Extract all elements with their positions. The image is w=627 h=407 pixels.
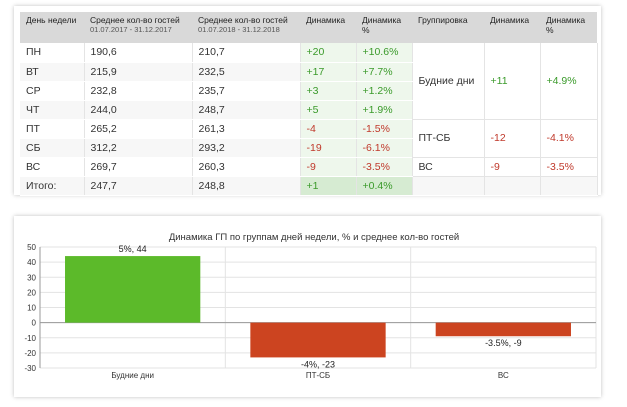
bar (65, 256, 201, 323)
cell-avg-2018: 293,2 (192, 138, 301, 158)
table-row: СР 232,8 235,7 +3 +1.2% (20, 81, 597, 101)
cell-avg-2017: 269,7 (84, 157, 193, 177)
cell-total-empty (412, 176, 485, 196)
cell-avg-2018: 260,3 (192, 157, 301, 177)
bar-chart: Динамика ГП по группам дней недели, % и … (24, 232, 597, 380)
chart-title: Динамика ГП по группам дней недели, % и … (169, 232, 459, 243)
data-label: -4%, -23 (301, 359, 335, 369)
header-dynamics-pct: Динамика % (356, 12, 412, 43)
header-grouping: Группировка (412, 12, 484, 43)
cell-day: ЧТ (20, 100, 85, 120)
cell-group-dynamics: -12 (484, 119, 541, 158)
cell-total-label: Итого: (20, 176, 85, 196)
cell-avg-2018: 248,7 (192, 100, 301, 120)
cell-group-dynamics: -9 (484, 157, 541, 177)
cell-dynamics: -9 (300, 157, 357, 177)
table-row: ПТ 265,2 261,3 -4 -1.5% ПТ-СБ -12 -4.1% (20, 119, 598, 158)
header-avg-2018: Среднее кол-во гостей 01.07.2018 - 31.12.… (192, 12, 300, 43)
cell-total-dynamics-pct: +0.4% (356, 176, 413, 196)
cell-group-name: ВС (412, 157, 485, 177)
cell-total-empty (484, 176, 541, 196)
table-header-row: День недели Среднее кол-во гостей 01.07.2… (20, 12, 597, 43)
cell-avg-2017: 244,0 (84, 100, 193, 120)
stats-table-panel: День недели Среднее кол-во гостей 01.07.2… (14, 6, 601, 196)
cell-total-avg-2018: 248,8 (192, 176, 301, 196)
bar (435, 322, 571, 337)
cell-avg-2018: 235,7 (192, 81, 301, 101)
cell-dynamics-pct: -3.5% (356, 157, 413, 177)
y-tick-label: 0 (32, 319, 37, 328)
cell-group-dynamics: +11 (484, 43, 541, 120)
cell-dynamics-pct: +7.7% (356, 62, 413, 82)
cell-dynamics-pct: +1.2% (356, 81, 413, 101)
bar (250, 322, 386, 358)
cell-total-empty (540, 176, 598, 196)
y-tick-label: -20 (24, 349, 36, 358)
cell-total-dynamics: +1 (300, 176, 357, 196)
x-category-label: ПТ-СБ (306, 371, 330, 380)
cell-group-dynamics-pct: -4.1% (540, 119, 598, 158)
header-avg-2017: Среднее кол-во гостей 01.07.2017 - 31.12.… (84, 12, 192, 43)
cell-avg-2017: 232,8 (84, 81, 193, 101)
y-tick-label: -10 (24, 334, 36, 343)
cell-day: ПТ (20, 119, 85, 139)
cell-avg-2017: 215,9 (84, 62, 193, 82)
cell-avg-2017: 190,6 (84, 43, 193, 63)
cell-avg-2018: 232,5 (192, 62, 301, 82)
cell-day: ПН (20, 43, 85, 63)
y-tick-label: 50 (27, 243, 36, 252)
cell-dynamics: +17 (300, 62, 357, 82)
cell-group-name: Будние дни (412, 43, 485, 120)
header-group-dynamics: Динамика (484, 12, 540, 43)
cell-avg-2018: 210,7 (192, 43, 301, 63)
cell-dynamics: -19 (300, 138, 357, 158)
cell-dynamics: +5 (300, 100, 357, 120)
x-category-label: ВС (498, 371, 509, 380)
header-group-dynamics-pct: Динамика % (540, 12, 597, 43)
cell-dynamics-pct: -6.1% (356, 138, 413, 158)
y-tick-label: 30 (27, 273, 36, 282)
cell-dynamics: +20 (300, 43, 357, 63)
header-day: День недели (20, 12, 84, 43)
table-row: ВС 269,7 260,3 -9 -3.5% ВС -9 -3.5% (20, 157, 598, 177)
header-dynamics: Динамика (300, 12, 356, 43)
data-label: 5%, 44 (119, 244, 147, 254)
y-tick-label: 40 (27, 258, 36, 267)
cell-dynamics-pct: -1.5% (356, 119, 413, 139)
table-total-row: Итого: 247,7 248,8 +1 +0.4% (20, 176, 598, 196)
data-label: -3.5%, -9 (485, 338, 522, 348)
cell-avg-2017: 265,2 (84, 119, 193, 139)
table-row: ВТ 215,9 232,5 +17 +7.7% (20, 62, 597, 82)
table-row: ЧТ 244,0 248,7 +5 +1.9% (20, 100, 597, 120)
cell-group-dynamics-pct: +4.9% (540, 43, 598, 120)
cell-avg-2018: 261,3 (192, 119, 301, 139)
cell-day: СБ (20, 138, 85, 158)
cell-day: ВТ (20, 62, 85, 82)
y-tick-label: 10 (27, 304, 36, 313)
x-category-label: Будние дни (111, 371, 154, 380)
cell-dynamics-pct: +10.6% (356, 43, 413, 63)
cell-dynamics: +3 (300, 81, 357, 101)
table-row: ПН 190,6 210,7 +20 +10.6% Будние дни +11… (20, 43, 598, 120)
cell-day: ВС (20, 157, 85, 177)
cell-avg-2017: 312,2 (84, 138, 193, 158)
y-tick-label: -30 (24, 364, 36, 373)
cell-group-dynamics-pct: -3.5% (540, 157, 598, 177)
cell-day: СР (20, 81, 85, 101)
cell-group-name: ПТ-СБ (412, 119, 485, 158)
stats-table: День недели Среднее кол-во гостей 01.07.2… (20, 12, 598, 196)
cell-dynamics-pct: +1.9% (356, 100, 413, 120)
cell-dynamics: -4 (300, 119, 357, 139)
table-row: СБ 312,2 293,2 -19 -6.1% (20, 138, 597, 158)
y-tick-label: 20 (27, 288, 36, 297)
chart-panel: Динамика ГП по группам дней недели, % и … (14, 216, 601, 397)
cell-total-avg-2017: 247,7 (84, 176, 193, 196)
